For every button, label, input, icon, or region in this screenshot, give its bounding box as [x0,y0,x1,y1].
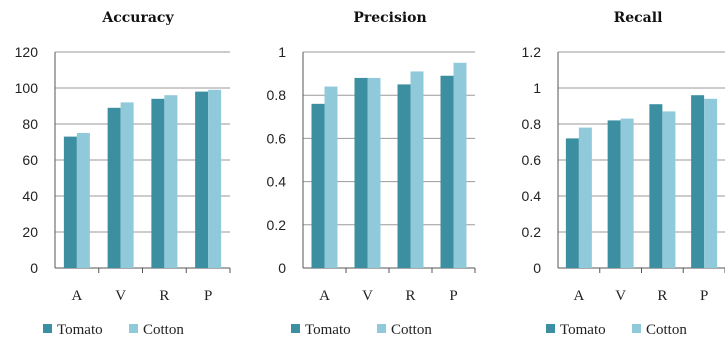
y-tick-label: 0.8 [522,116,542,132]
y-tick-label: 0 [533,260,541,276]
legend-label: Tomato [560,322,606,338]
y-tick-label: 120 [15,44,39,60]
bar-tomato-a [63,136,77,268]
legend-swatch [546,324,555,333]
x-tick-label: V [615,288,626,304]
bar-tomato-a [311,103,325,268]
y-tick-label: 0.6 [267,130,287,146]
bar-cotton-r [164,95,178,268]
x-tick-label: P [700,288,708,304]
y-tick-label: 1 [533,80,541,96]
bar-cotton-a [578,127,592,268]
bar-cotton-p [208,89,222,268]
chart-accuracy: Accuracy 0 20 40 60 80 100 120 A V R P Tomato Cotton [15,10,231,338]
y-tick-label: 0.2 [522,224,542,240]
y-tick-label: 100 [15,80,39,96]
x-tick-label: R [159,288,169,304]
bar-tomato-v [607,120,621,269]
y-tick-label: 0.8 [267,87,287,103]
bar-cotton-v [620,118,634,268]
legend-swatch [291,324,300,333]
bar-tomato-p [691,95,705,268]
bar-cotton-a [76,133,90,268]
legend-label: Cotton [391,322,432,338]
y-tick-label: 20 [22,224,38,240]
y-tick-label: 60 [22,152,38,168]
x-tick-label: R [405,288,415,304]
bar-cotton-p [453,62,467,268]
y-tick-label: 0.4 [267,174,287,190]
x-tick-label: V [362,288,373,304]
y-tick-label: 0.4 [522,188,542,204]
bar-cotton-p [704,98,718,268]
x-tick-label: A [573,288,584,304]
bar-tomato-a [565,138,579,268]
bar-cotton-r [410,71,424,268]
legend-swatch [129,324,138,333]
x-tick-label: V [115,288,126,304]
y-tick-label: 1 [278,44,286,60]
chart-precision: Precision 0 0.2 0.4 0.6 0.8 1 A V R P Tomato Cotton [267,10,476,338]
chart-title: Recall [614,10,663,26]
bar-tomato-p [195,91,209,268]
y-tick-label: 80 [22,116,38,132]
legend-label: Tomato [305,322,351,338]
x-tick-label: A [71,288,82,304]
bar-cotton-v [367,77,381,268]
bar-tomato-v [107,107,121,268]
bar-cotton-r [662,111,676,269]
chart-title: Precision [353,10,426,26]
y-tick-label: 1.2 [522,44,542,60]
bar-cotton-v [120,102,134,269]
chart-title: Accuracy [101,10,174,26]
y-tick-label: 40 [22,188,38,204]
legend-label: Tomato [57,322,103,338]
x-tick-label: R [657,288,667,304]
legend-label: Cotton [646,322,687,338]
bar-cotton-a [324,86,338,268]
x-tick-label: P [449,288,457,304]
bar-tomato-v [354,77,368,268]
y-tick-label: 0 [278,260,286,276]
bar-tomato-r [649,104,663,268]
chart-recall: Recall 0 0.2 0.4 0.6 0.8 1 1.2 A V R P Tomato Cotton [522,10,725,338]
legend-swatch [377,324,386,333]
x-tick-label: A [319,288,330,304]
legend-label: Cotton [143,322,184,338]
x-tick-label: P [204,288,212,304]
y-tick-label: 0.2 [267,217,287,233]
bar-tomato-p [440,75,454,268]
y-tick-label: 0.6 [522,152,542,168]
bar-tomato-r [397,84,411,269]
legend-swatch [632,324,641,333]
y-tick-label: 0 [30,260,38,276]
legend-swatch [43,324,52,333]
bar-tomato-r [151,98,165,268]
